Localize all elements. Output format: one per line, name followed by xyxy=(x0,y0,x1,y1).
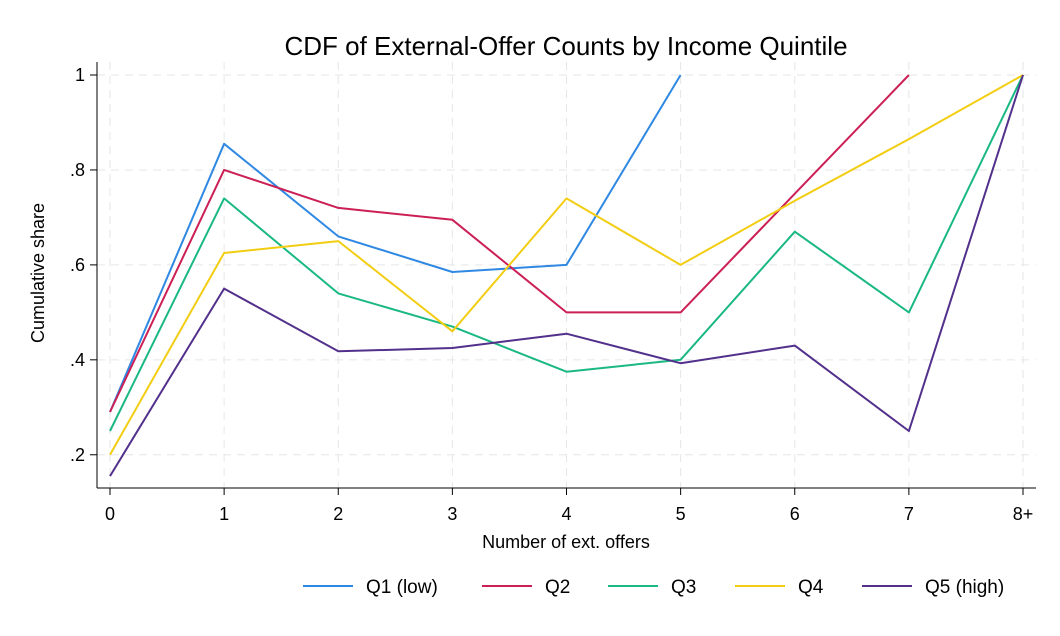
series-line-5 xyxy=(109,74,1024,477)
legend-label: Q4 xyxy=(798,577,824,598)
y-tick-label: .4 xyxy=(70,350,85,370)
x-tick-label: 8+ xyxy=(1013,504,1034,524)
x-tick-label: 4 xyxy=(561,504,571,524)
grid xyxy=(97,62,1036,488)
x-tick-label: 1 xyxy=(219,504,229,524)
y-tick-label: .8 xyxy=(70,160,85,180)
x-tick-label: 7 xyxy=(904,504,914,524)
x-tick-label: 2 xyxy=(333,504,343,524)
x-tick-label: 3 xyxy=(447,504,457,524)
legend: Q1 (low) Q2 Q3 Q4 Q5 (high) xyxy=(303,577,1004,598)
y-tick-label: .2 xyxy=(70,445,85,465)
y-tick-label: .6 xyxy=(70,255,85,275)
x-tick-label: 0 xyxy=(105,504,115,524)
series-line-2 xyxy=(109,74,910,413)
series-line-3 xyxy=(109,74,1024,432)
y-tick-label: 1 xyxy=(75,65,85,85)
legend-label: Q3 xyxy=(671,577,696,598)
legend-label: Q5 (high) xyxy=(925,577,1004,598)
series-line-1 xyxy=(109,74,682,413)
x-axis-title: Number of ext. offers xyxy=(482,532,650,552)
x-tick-label: 5 xyxy=(676,504,686,524)
chart-title: CDF of External-Offer Counts by Income Q… xyxy=(284,31,847,61)
x-tick-label: 6 xyxy=(790,504,800,524)
y-axis-title: Cumulative share xyxy=(28,203,48,343)
axes: 0 1 2 3 4 5 6 7 8+ .2 .4 .6 .8 1 xyxy=(70,62,1036,524)
series-line-4 xyxy=(109,74,1024,456)
legend-label: Q1 (low) xyxy=(366,577,438,598)
legend-label: Q2 xyxy=(545,577,570,598)
series-lines xyxy=(109,74,1024,477)
